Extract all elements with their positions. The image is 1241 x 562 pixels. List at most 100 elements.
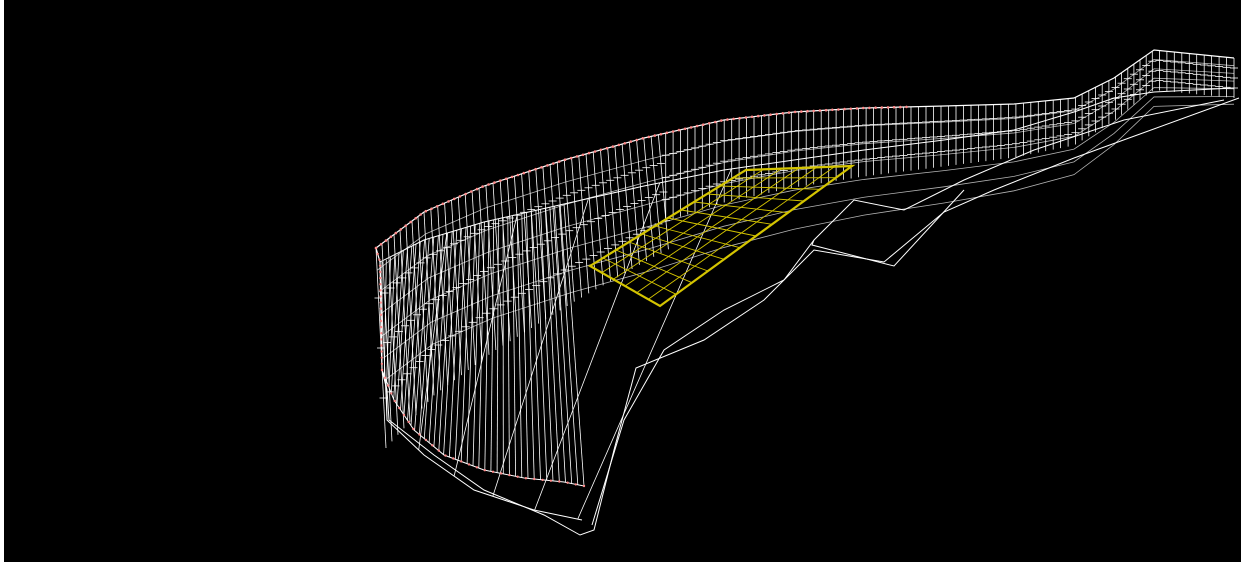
edge-node [534,167,537,171]
edge-node [581,153,585,157]
edge-node [552,162,555,165]
edge-node [384,239,388,242]
edge-node [843,107,846,111]
edge-node [435,205,439,208]
front-post [526,212,535,480]
edge-node [374,246,378,250]
front-post [407,241,421,421]
front-post [388,255,396,388]
edge-node [769,113,772,116]
edge-node [380,356,383,359]
brace-line [534,182,661,511]
brace-line [577,168,732,520]
front-post [544,208,560,482]
edge-node [905,105,908,109]
edge-node [575,155,579,158]
edge-node [380,350,383,353]
front-post [423,235,439,439]
outer-hull-line [386,97,1240,536]
front-post [386,257,391,382]
rail-line [381,87,1235,337]
front-post [490,219,495,472]
edge-node [483,469,486,472]
front-post [540,209,554,481]
3d-viewport[interactable] [4,0,1241,562]
front-post [516,214,523,478]
edge-node [726,118,729,121]
wireframe-model[interactable] [4,0,1241,562]
edge-node [593,150,597,153]
brace-line [418,233,448,451]
edge-node [458,195,462,198]
edge-node [611,145,615,148]
edge-node [508,473,511,477]
edge-node [431,444,434,447]
edge-node [500,472,503,475]
edge-node [605,146,609,150]
edge-node [418,433,421,436]
front-post [443,230,458,455]
edge-node [528,169,531,173]
front-post [403,244,417,416]
edge-node [738,116,741,120]
edge-node [558,480,561,483]
edge-node [671,130,675,133]
edge-node [812,109,815,113]
rail-line [378,68,1235,293]
edge-node [599,148,603,152]
edge-node [824,108,828,112]
edge-node [617,143,621,147]
edge-node [787,111,791,114]
edge-node [380,362,384,366]
edge-node [818,109,822,112]
edge-node [569,156,573,160]
edge-node [380,368,384,372]
front-post [496,218,499,473]
edge-node [475,466,479,469]
horizontal-rails [377,58,1235,520]
edge-node [378,264,382,267]
edge-node [549,479,553,482]
rail-line [384,103,1235,381]
edge-node [750,115,754,119]
front-post [521,213,529,479]
edge-node [424,438,428,442]
edge-node [855,107,859,110]
edge-node [574,483,577,486]
edge-node [409,220,413,224]
edge-node [587,151,591,155]
selected-panel[interactable] [587,164,856,308]
panel-grid-line [624,167,800,287]
front-post [449,228,462,458]
edge-node [380,344,383,347]
edge-node [720,119,723,122]
edge-node [379,276,382,280]
edge-node [399,228,403,231]
edge-node [800,110,803,113]
edge-node [437,449,440,452]
edge-node [460,460,463,463]
brace-line [453,214,518,477]
edge-node [424,209,428,213]
panel-grid-line [613,168,782,280]
edge-node [383,376,387,379]
edge-node [444,454,447,457]
edge-node [677,128,681,132]
front-post [396,248,408,405]
edge-node [441,202,445,206]
edge-node [447,200,450,203]
front-post [428,234,444,443]
rail-line [383,96,1235,359]
step-line [811,189,965,267]
brace-line [492,198,589,497]
edge-node [380,338,383,341]
edge-node [379,270,382,274]
edge-node [563,158,567,161]
front-post [433,232,448,447]
front-post [507,216,510,476]
edge-node [393,399,396,403]
front-post [563,203,585,487]
edge-node [379,301,382,304]
front-post [512,215,516,477]
edge-node [402,413,406,417]
